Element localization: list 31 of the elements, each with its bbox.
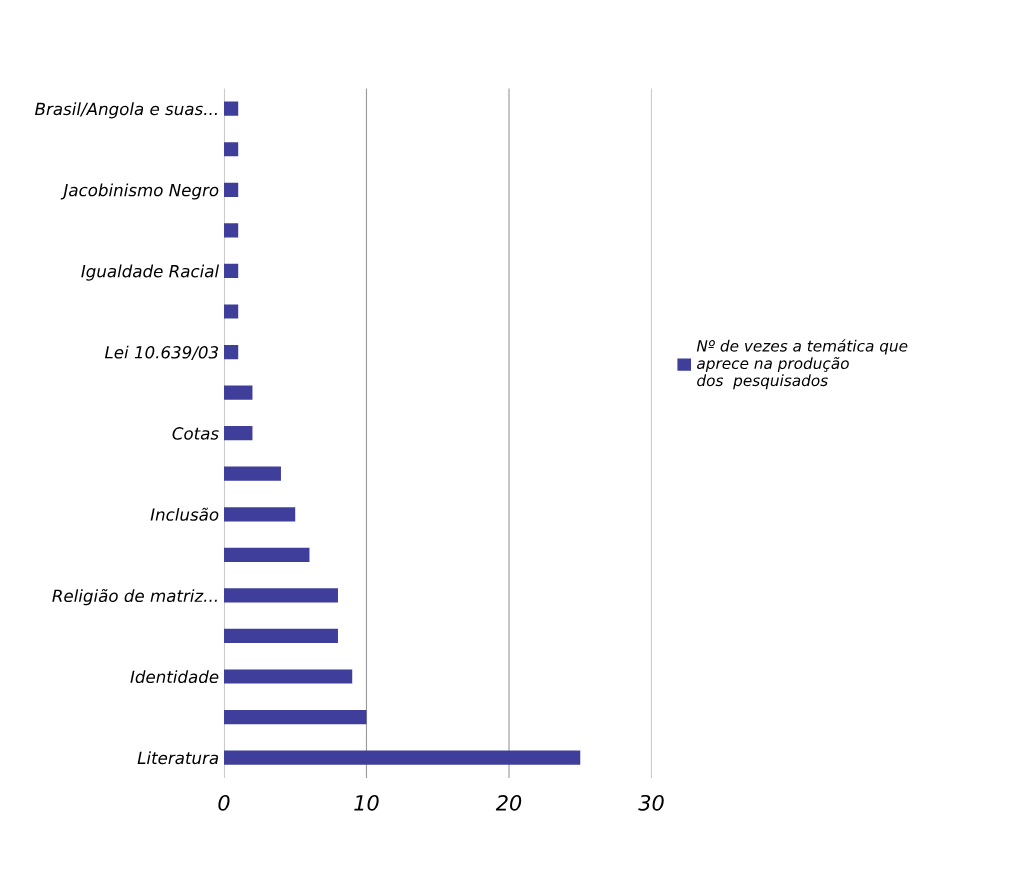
bar — [223, 385, 253, 400]
bar — [223, 142, 239, 157]
bar — [223, 466, 281, 481]
y-tick-label: Literatura — [137, 751, 218, 765]
bar — [223, 588, 338, 603]
legend-label: Nº de vezes a temática que aprece na produção dos pesquisados — [696, 339, 908, 390]
y-tick-label: Identidade — [130, 670, 219, 684]
bar — [223, 223, 239, 238]
y-tick-label: Brasil/Angola e suas... — [35, 102, 217, 119]
y-tick-label: Igualdade Racial — [81, 264, 220, 281]
x-tick-label: 10 — [354, 794, 379, 811]
y-tick-label: Jacobinismo Negro — [60, 183, 219, 200]
bar — [223, 263, 239, 279]
bar — [223, 669, 353, 684]
x-tick-label: 30 — [638, 794, 664, 811]
bar — [223, 101, 239, 116]
bar — [223, 750, 581, 765]
x-tick-label: 0 — [218, 794, 230, 811]
x-tick-label: 20 — [495, 794, 522, 811]
y-tick-label: Religião de matriz... — [52, 588, 217, 606]
bar — [223, 628, 338, 644]
y-tick-label: Lei 10.639/03 — [104, 345, 219, 360]
bar — [223, 426, 253, 441]
y-tick-label: Cotas — [172, 427, 219, 440]
bar — [223, 507, 296, 522]
bar — [223, 709, 367, 725]
y-tick-label: Inclusão — [150, 507, 219, 521]
bar — [223, 304, 239, 319]
bar — [223, 182, 239, 197]
bar — [223, 547, 310, 562]
bar — [223, 344, 239, 360]
